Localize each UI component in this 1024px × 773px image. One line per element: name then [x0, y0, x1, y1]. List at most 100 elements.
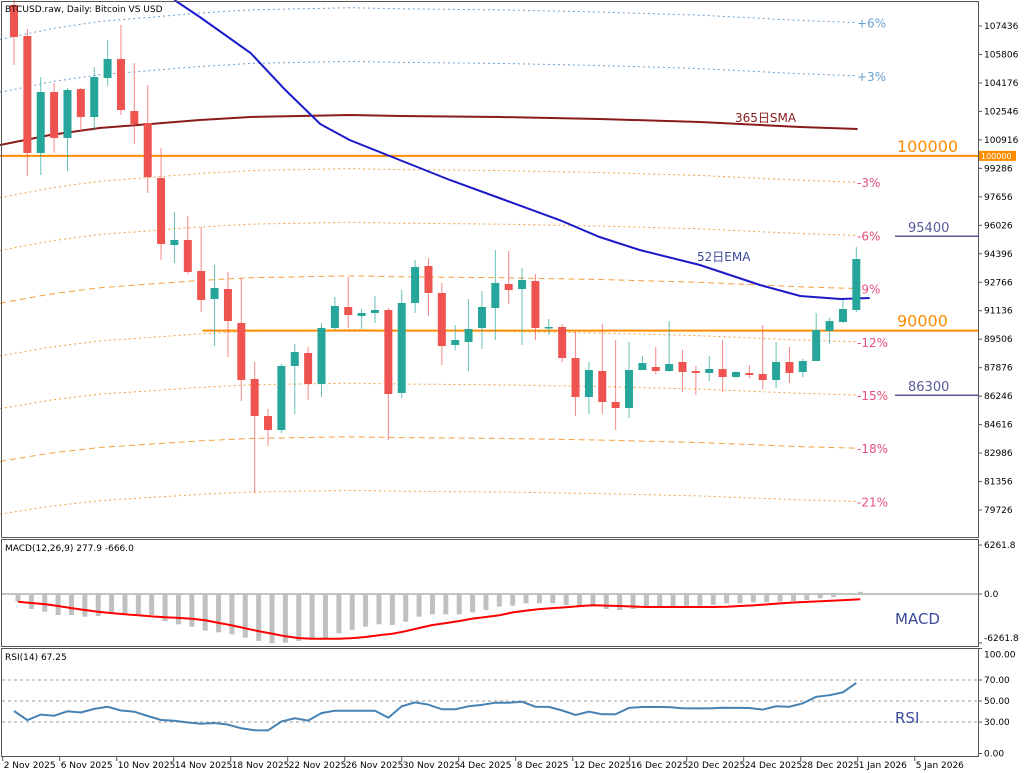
candle-body — [197, 271, 206, 300]
candle — [424, 258, 433, 316]
macd-bar — [590, 594, 596, 606]
candle-body — [304, 352, 313, 384]
candle-body — [785, 362, 794, 373]
price-tick-label: 91136 — [984, 307, 1013, 317]
macd-bar — [55, 594, 61, 615]
target-label: 86300 — [908, 380, 949, 395]
candle-body — [531, 280, 540, 328]
candle — [504, 251, 513, 304]
macd-bar — [229, 594, 235, 635]
candle — [705, 356, 714, 382]
macd-bar — [670, 594, 676, 606]
macd-bar — [109, 594, 115, 614]
candle-body — [370, 309, 379, 313]
date-tick-label: 22 Nov 2025 — [289, 761, 347, 771]
price-tick-label: 81356 — [984, 478, 1013, 488]
macd-bar — [82, 594, 88, 617]
macd-panel-border — [1, 539, 979, 647]
candle-body — [691, 371, 700, 373]
macd-bar — [15, 594, 21, 602]
candle-body — [477, 307, 486, 328]
candle — [90, 67, 99, 132]
candle — [304, 347, 313, 400]
envelope-line — [0, 7, 856, 40]
candle-body — [491, 283, 500, 308]
macd-bar — [603, 594, 609, 609]
candle — [691, 365, 700, 396]
candle-body — [437, 292, 446, 346]
candle-body — [798, 360, 807, 372]
candle — [838, 300, 847, 324]
macd-label: MACD — [895, 610, 940, 628]
candle-body — [384, 309, 393, 394]
candle-body — [237, 323, 246, 380]
date-tick-label: 1 Jan 2026 — [859, 761, 907, 771]
candle-body — [36, 92, 45, 153]
macd-bar — [149, 594, 155, 615]
macd-bar — [42, 594, 48, 612]
envelope-label: -9% — [857, 283, 880, 297]
envelope-label: -6% — [857, 229, 880, 243]
candle — [103, 40, 112, 86]
date-tick-label: 28 Dec 2025 — [802, 761, 860, 771]
macd-bar — [28, 594, 34, 609]
macd-signal-line — [17, 598, 861, 640]
candle-body — [90, 76, 99, 117]
candle-body — [518, 280, 527, 289]
macd-bar — [122, 594, 128, 615]
rsi-panel-border — [1, 648, 979, 757]
target-label: 95400 — [908, 221, 949, 236]
candle — [183, 216, 192, 274]
macd-bar — [483, 594, 489, 610]
candle — [290, 344, 299, 414]
candle — [143, 84, 152, 193]
rsi-tick-label: 70.00 — [984, 676, 1010, 686]
candle — [678, 349, 687, 392]
macd-bar — [162, 594, 168, 621]
macd-bar — [242, 594, 248, 638]
candle — [264, 408, 273, 447]
candle-body — [464, 328, 473, 343]
candle-body — [210, 288, 219, 300]
candle — [625, 342, 634, 418]
candle — [651, 347, 660, 374]
macd-tick-label: 0.0 — [984, 590, 999, 600]
candle — [598, 324, 607, 414]
macd-tick-label: -6261.8 — [984, 634, 1019, 644]
macd-bar — [269, 594, 275, 644]
date-tick-label: 16 Dec 2025 — [631, 761, 689, 771]
envelope-label: -18% — [857, 442, 888, 456]
envelope-label: -15% — [857, 389, 888, 403]
candle-body — [397, 303, 406, 393]
price-tick-label: 94396 — [984, 250, 1013, 260]
candle — [237, 277, 246, 401]
macd-bar — [296, 594, 302, 641]
envelope-label: +6% — [857, 17, 886, 31]
candle — [718, 340, 727, 392]
candle-body — [504, 284, 513, 291]
macd-panel[interactable]: 6261.8 0.0 -6261.8 — [2, 541, 1019, 644]
candle — [758, 324, 767, 390]
candle — [397, 290, 406, 399]
candle — [772, 342, 781, 388]
price-tick-label: 79726 — [984, 506, 1013, 516]
price-tick-label: 102546 — [984, 107, 1019, 117]
macd-bar — [216, 594, 222, 633]
candle — [437, 283, 446, 365]
candle — [170, 212, 179, 264]
candle — [531, 273, 540, 340]
candle — [210, 264, 219, 346]
macd-bar — [857, 591, 863, 594]
candle-body — [451, 340, 460, 345]
macd-bar — [416, 594, 422, 617]
candle-body — [264, 416, 273, 430]
price-panel[interactable]: 107436 105806 104176 102546 100916 99286 97656… — [0, 0, 1019, 516]
macd-bar — [777, 594, 783, 602]
candle-body — [183, 240, 192, 272]
envelope-label: -12% — [857, 336, 888, 350]
rsi-panel[interactable]: 100.00 70.00 50.00 30.00 0.00 — [2, 648, 1016, 760]
candle — [157, 148, 166, 260]
date-tick-label: 10 Nov 2025 — [118, 761, 176, 771]
